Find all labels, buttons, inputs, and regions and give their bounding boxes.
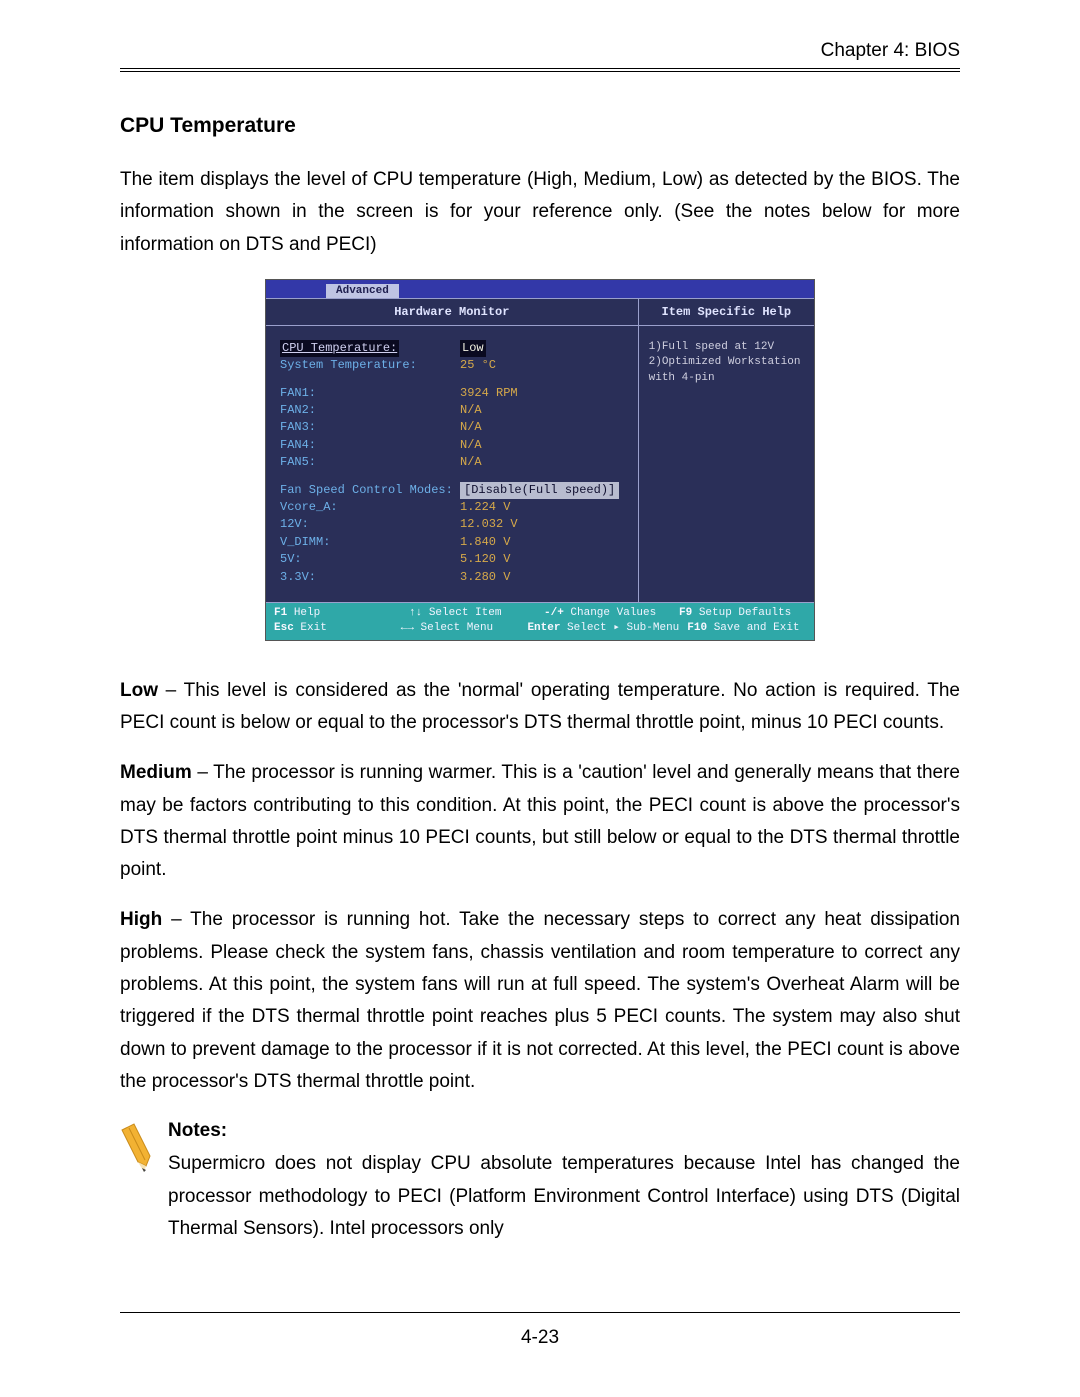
bios-row-value: N/A [460, 402, 482, 419]
bios-help-line: with 4-pin [649, 371, 806, 386]
bios-row: Vcore_A:1.224 V [280, 499, 628, 516]
bios-footer-seg: F10 Save and Exit [687, 621, 806, 636]
bios-row-label: 12V: [280, 516, 460, 533]
bios-row-value: N/A [460, 419, 482, 436]
bios-row-label: FAN1: [280, 385, 460, 402]
level-high: High – The processor is running hot. Tak… [120, 904, 960, 1098]
bios-right-title: Item Specific Help [639, 299, 814, 326]
bios-footer-seg: Esc Exit [274, 621, 393, 636]
bios-row-value: 1.224 V [460, 499, 510, 516]
bios-row-value: 25 °C [460, 357, 496, 374]
bios-row: V_DIMM:1.840 V [280, 534, 628, 551]
bios-row-value: 3924 RPM [460, 385, 518, 402]
bios-row-label: FAN2: [280, 402, 460, 419]
bios-row-value: 5.120 V [460, 551, 510, 568]
page-number: 4-23 [521, 1327, 559, 1348]
bios-tab-bar: Advanced [266, 280, 814, 298]
bios-left-title: Hardware Monitor [266, 299, 638, 326]
bios-row-label: 5V: [280, 551, 460, 568]
notes-block: Notes: Supermicro does not display CPU a… [120, 1120, 960, 1245]
bios-row-value: N/A [460, 437, 482, 454]
bios-row: Fan Speed Control Modes:[Disable(Full sp… [280, 482, 628, 499]
chapter-label: Chapter 4: BIOS [821, 40, 960, 61]
level-high-text: – The processor is running hot. Take the… [120, 909, 960, 1091]
bios-footer-seg: Enter Select ▸ Sub-Menu [527, 621, 679, 636]
bios-row: FAN1:3924 RPM [280, 385, 628, 402]
page-header: Chapter 4: BIOS [120, 40, 960, 72]
bios-row: 5V:5.120 V [280, 551, 628, 568]
notes-text: Notes: Supermicro does not display CPU a… [168, 1120, 960, 1245]
bios-help-line: 2)Optimized Workstation [649, 355, 806, 370]
bios-row: FAN3:N/A [280, 419, 628, 436]
bios-row-value: [Disable(Full speed)] [460, 482, 619, 499]
bios-footer-row-1: F1 Help ↑↓ Select Item -/+ Change Values F9… [274, 606, 806, 621]
pencil-icon [120, 1122, 154, 1245]
bios-row-value: 1.840 V [460, 534, 510, 551]
bios-row-label: FAN3: [280, 419, 460, 436]
notes-body: Supermicro does not display CPU absolute… [168, 1148, 960, 1245]
bios-help-line: 1)Full speed at 12V [649, 340, 806, 355]
bios-tab-advanced: Advanced [326, 284, 399, 298]
bios-row: CPU Temperature:Low [280, 340, 628, 357]
notes-heading: Notes: [168, 1120, 960, 1142]
bios-row-value: Low [460, 340, 486, 357]
bios-row: 3.3V:3.280 V [280, 569, 628, 586]
section-title: CPU Temperature [120, 114, 960, 138]
bios-row-label: FAN5: [280, 454, 460, 471]
bios-row-label: V_DIMM: [280, 534, 460, 551]
bios-row: FAN5:N/A [280, 454, 628, 471]
bios-footer-seg: F9 Setup Defaults [679, 606, 806, 621]
bios-row: System Temperature:25 °C [280, 357, 628, 374]
bios-help-text: 1)Full speed at 12V2)Optimized Workstati… [639, 326, 814, 596]
bios-row-value: 3.280 V [460, 569, 510, 586]
bios-screenshot: Advanced Hardware Monitor CPU Temperatur… [265, 279, 815, 641]
level-low-head: Low [120, 680, 158, 701]
intro-paragraph: The item displays the level of CPU tempe… [120, 164, 960, 261]
bios-rows: CPU Temperature:LowSystem Temperature:25… [266, 326, 638, 602]
level-medium: Medium – The processor is running warmer… [120, 757, 960, 886]
bios-footer: F1 Help ↑↓ Select Item -/+ Change Values F9… [266, 603, 814, 640]
bios-footer-seg: ←→ Select Menu [401, 621, 520, 636]
bios-row: FAN4:N/A [280, 437, 628, 454]
level-low: Low – This level is considered as the 'n… [120, 675, 960, 740]
bios-row-value: N/A [460, 454, 482, 471]
bios-row-value: 12.032 V [460, 516, 518, 533]
bios-row: 12V:12.032 V [280, 516, 628, 533]
bios-row-label: Vcore_A: [280, 499, 460, 516]
bios-row-label: 3.3V: [280, 569, 460, 586]
level-high-head: High [120, 909, 162, 930]
level-low-text: – This level is considered as the 'norma… [120, 680, 960, 733]
bios-left-pane: Hardware Monitor CPU Temperature:LowSyst… [266, 299, 639, 602]
bios-footer-seg: ↑↓ Select Item [409, 606, 536, 621]
bios-right-pane: Item Specific Help 1)Full speed at 12V2)… [639, 299, 814, 602]
bios-row: FAN2:N/A [280, 402, 628, 419]
bios-row-label: FAN4: [280, 437, 460, 454]
level-medium-head: Medium [120, 762, 192, 783]
bios-row-label: System Temperature: [280, 357, 460, 374]
bios-row-label: Fan Speed Control Modes: [280, 482, 460, 499]
bios-row-label: CPU Temperature: [280, 340, 460, 357]
bios-columns: Hardware Monitor CPU Temperature:LowSyst… [266, 298, 814, 603]
bios-footer-row-2: Esc Exit ←→ Select Menu Enter Select ▸ Sub… [274, 621, 806, 636]
level-medium-text: – The processor is running warmer. This … [120, 762, 960, 880]
bios-footer-seg: F1 Help [274, 606, 401, 621]
bios-footer-seg: -/+ Change Values [544, 606, 671, 621]
page-footer: 4-23 [120, 1312, 960, 1349]
